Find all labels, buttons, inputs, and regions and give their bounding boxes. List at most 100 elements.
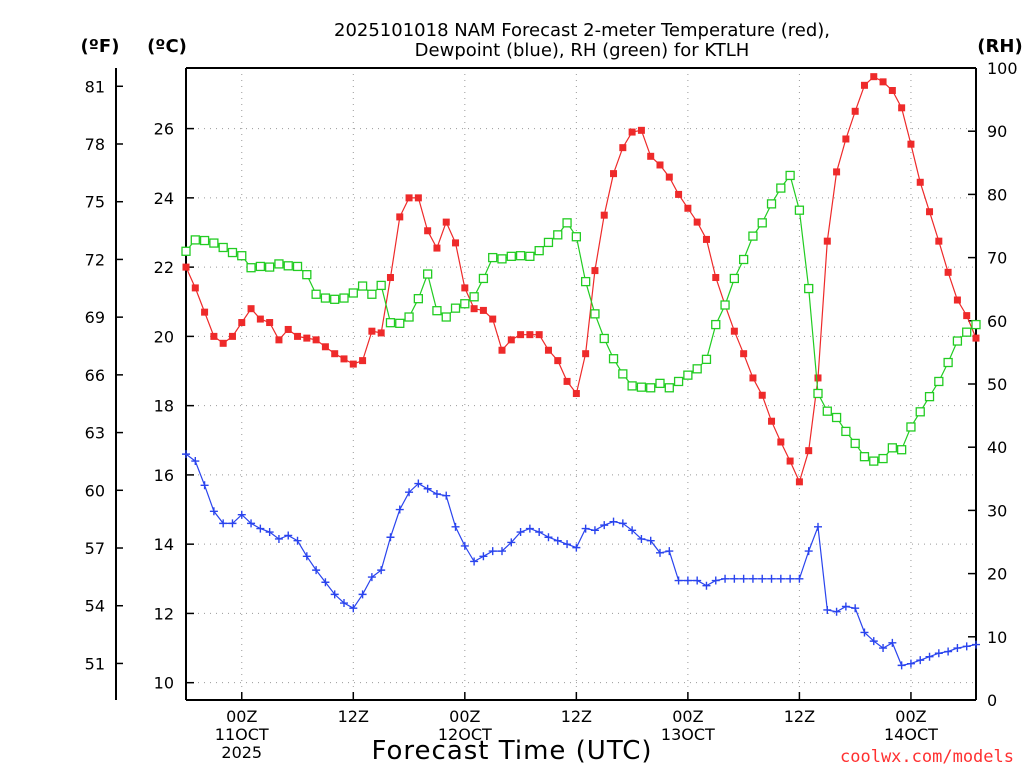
dewpoint-point bbox=[507, 538, 516, 547]
relative-humidity-point bbox=[636, 382, 647, 392]
chart-title-line-2: Dewpoint (blue), RH (green) for KTLH bbox=[415, 40, 750, 61]
relative-humidity-point bbox=[813, 388, 823, 399]
dewpoint-point bbox=[321, 578, 330, 587]
celsius-tick-label: 18 bbox=[154, 397, 174, 416]
relative-humidity-point bbox=[878, 453, 888, 464]
dewpoint-point bbox=[460, 541, 469, 550]
temperature-point bbox=[851, 107, 859, 115]
temperature-point bbox=[182, 263, 190, 271]
x-axis-label: Forecast Time (UTC) bbox=[371, 736, 652, 766]
temperature-point bbox=[702, 235, 710, 243]
dewpoint-point bbox=[739, 574, 748, 583]
data-series bbox=[181, 73, 981, 670]
rh-tick-label: 40 bbox=[987, 438, 1007, 457]
rh-tick-label: 20 bbox=[987, 565, 1007, 584]
dewpoint-point bbox=[656, 548, 664, 557]
dewpoint-point bbox=[748, 574, 757, 583]
temperature-point bbox=[860, 81, 868, 89]
relative-humidity-point bbox=[738, 254, 749, 265]
temperature-point bbox=[870, 73, 878, 81]
temperature-point bbox=[805, 447, 813, 455]
temperature-point bbox=[498, 346, 506, 354]
relative-humidity-point bbox=[255, 261, 266, 272]
rh-tick-label: 70 bbox=[987, 249, 1007, 268]
fahrenheit-tick-label: 60 bbox=[85, 481, 105, 500]
relative-humidity-point bbox=[469, 292, 479, 302]
relative-humidity-point bbox=[506, 251, 516, 261]
dewpoint-point bbox=[209, 507, 218, 516]
temperature-point bbox=[340, 355, 348, 363]
temperature-point bbox=[452, 239, 460, 247]
relative-humidity-point bbox=[339, 293, 349, 303]
dewpoint-point bbox=[776, 574, 785, 583]
temperature-point bbox=[461, 284, 469, 292]
relative-humidity-point bbox=[460, 299, 470, 309]
dewpoint-point bbox=[795, 574, 804, 583]
relative-humidity-point bbox=[906, 422, 916, 432]
temperature-point bbox=[424, 227, 432, 235]
dewpoint-point bbox=[767, 574, 776, 583]
temperature-point bbox=[795, 478, 803, 486]
temperature-point bbox=[489, 315, 497, 323]
rh-tick-label: 30 bbox=[987, 501, 1007, 520]
dewpoint-point bbox=[702, 581, 711, 590]
relative-humidity-point bbox=[692, 364, 702, 374]
relative-humidity-point bbox=[776, 183, 786, 193]
temperature-point bbox=[210, 332, 218, 340]
relative-humidity-point bbox=[924, 391, 935, 402]
fahrenheit-tick-label: 54 bbox=[85, 597, 105, 616]
temperature-point bbox=[665, 173, 673, 181]
fahrenheit-tick-label: 69 bbox=[85, 308, 105, 327]
dewpoint-point bbox=[358, 590, 367, 599]
relative-humidity-point bbox=[302, 270, 312, 280]
dewpoint-point bbox=[832, 607, 841, 616]
dewpoint-point bbox=[841, 602, 850, 611]
relative-humidity-point bbox=[590, 309, 600, 319]
temperature-point bbox=[563, 377, 571, 385]
relative-humidity-point bbox=[553, 230, 563, 240]
relative-humidity-point bbox=[887, 443, 898, 453]
relative-humidity-point bbox=[729, 273, 740, 284]
temperature-point bbox=[582, 350, 590, 358]
temperature-point bbox=[926, 208, 934, 216]
temperature-point bbox=[284, 325, 292, 333]
dewpoint-point bbox=[302, 552, 311, 561]
x-tick-label: 00Z bbox=[449, 707, 480, 726]
temperature-point bbox=[730, 327, 738, 335]
dewpoint-point bbox=[423, 484, 432, 493]
dewpoint-point bbox=[330, 590, 339, 599]
relative-humidity-point bbox=[525, 251, 535, 261]
dewpoint-point bbox=[293, 536, 302, 545]
temperature-point bbox=[247, 305, 255, 313]
x-tick-label: 00Z bbox=[672, 707, 703, 726]
dewpoint-point bbox=[925, 652, 934, 661]
temperature-point bbox=[256, 315, 264, 323]
relative-humidity-point bbox=[850, 438, 860, 449]
temperature-point bbox=[535, 331, 543, 339]
dewpoint-point bbox=[683, 576, 692, 585]
dewpoint-point bbox=[897, 661, 906, 670]
dewpoint-point bbox=[953, 644, 962, 653]
temperature-point bbox=[712, 274, 720, 282]
temperature-point bbox=[349, 360, 357, 368]
temperature-point bbox=[833, 168, 841, 176]
dewpoint-point bbox=[432, 489, 441, 498]
temperature-point bbox=[916, 178, 924, 186]
temperature-point bbox=[591, 267, 599, 275]
dewpoint-point bbox=[191, 457, 200, 466]
dewpoint-point bbox=[804, 547, 813, 556]
dewpoint-point bbox=[879, 644, 888, 653]
dewpoint-point bbox=[498, 547, 506, 556]
relative-humidity-point bbox=[330, 294, 340, 304]
temperature-point bbox=[777, 438, 785, 446]
dewpoint-point bbox=[182, 450, 190, 459]
relative-humidity-point bbox=[683, 370, 693, 380]
fahrenheit-tick-label: 66 bbox=[85, 366, 105, 385]
temperature-point bbox=[898, 104, 906, 112]
axes bbox=[115, 67, 977, 701]
dewpoint-point bbox=[721, 574, 730, 583]
temperature-point bbox=[442, 218, 450, 226]
x-tick-label: 14OCT bbox=[884, 725, 938, 744]
temperature-point bbox=[266, 319, 274, 327]
